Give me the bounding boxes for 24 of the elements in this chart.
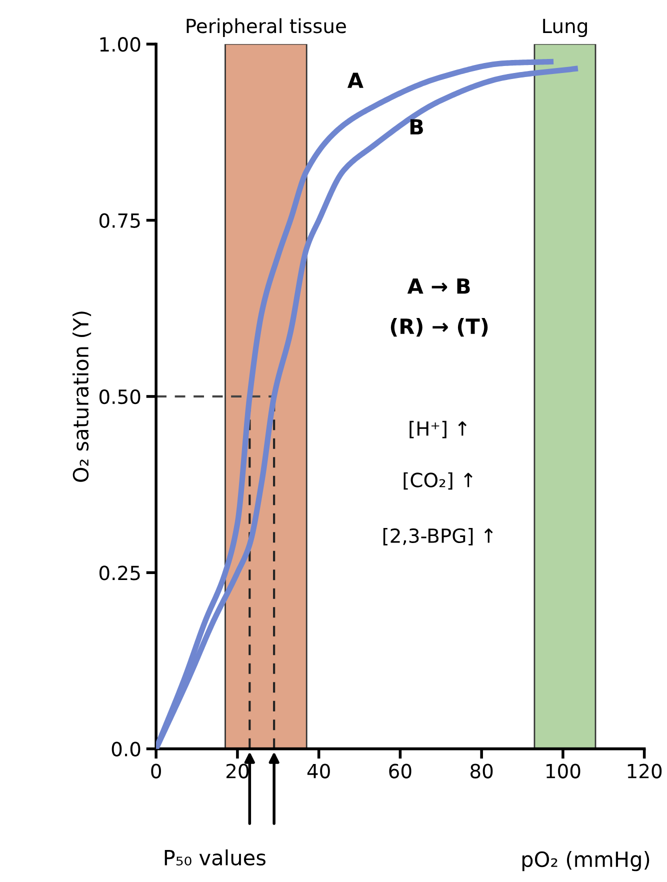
band-label: Peripheral tissue (186, 18, 346, 38)
y-tick-label: 0.75 (99, 213, 140, 228)
x-tick-label: 60 (389, 764, 412, 778)
x-tick-label: 80 (470, 764, 493, 778)
x-tick-label: 120 (628, 764, 662, 778)
y-tick-label: 1.00 (100, 37, 140, 52)
band-label: Lung (543, 18, 587, 38)
x-tick-label: 0 (151, 764, 161, 778)
series-label: A (347, 72, 364, 88)
annotation: A → B (407, 278, 470, 294)
x-axis-title: pO₂ (mmHg) (522, 851, 650, 872)
x-tick-label: 40 (307, 764, 330, 778)
text: P₅₀ values (164, 849, 266, 866)
annotation: [CO₂] ↑ (404, 472, 472, 490)
series-label: B (410, 119, 423, 134)
x-tick-label: 100 (546, 764, 580, 778)
annotation: [2,3-BPG] ↑ (383, 528, 493, 546)
y-axis-title: O₂ saturation (Y) (72, 312, 92, 482)
x-tick-label: 20 (226, 764, 249, 778)
annotation: (R) → (T) (390, 318, 488, 337)
annotation: [H⁺] ↑ (410, 420, 467, 438)
y-tick-label: 0.0 (112, 742, 140, 756)
y-tick-label: 0.50 (99, 389, 140, 404)
y-tick-label: 0.25 (99, 566, 140, 580)
